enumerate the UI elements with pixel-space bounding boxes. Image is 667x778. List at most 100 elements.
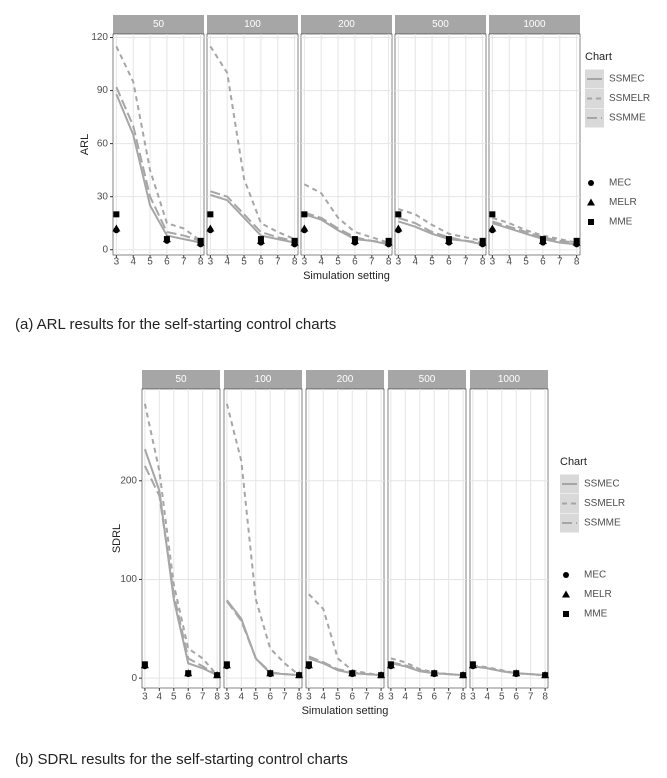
panel bbox=[394, 33, 487, 256]
point bbox=[460, 672, 467, 679]
line bbox=[115, 86, 201, 242]
x-tick-label: 4 bbox=[485, 692, 491, 703]
point bbox=[296, 672, 303, 679]
x-tick-label: 5 bbox=[335, 692, 341, 703]
line bbox=[225, 403, 300, 676]
x-tick-label: 5 bbox=[417, 692, 423, 703]
line bbox=[492, 220, 577, 244]
x-tick-label: 5 bbox=[241, 257, 247, 268]
x-tick-label: 6 bbox=[349, 692, 355, 703]
line bbox=[308, 655, 382, 677]
y-axis-label: SDRL bbox=[111, 524, 123, 553]
line bbox=[143, 465, 218, 677]
legend-label: MELR bbox=[584, 589, 612, 600]
x-tick-label: 8 bbox=[480, 257, 486, 268]
line bbox=[143, 403, 218, 676]
x-tick-label: 4 bbox=[403, 692, 409, 703]
x-tick-label: 4 bbox=[157, 692, 163, 703]
point bbox=[207, 211, 214, 218]
x-tick-label: 7 bbox=[446, 692, 452, 703]
x-tick-label: 4 bbox=[130, 257, 136, 268]
x-tick-label: 4 bbox=[224, 257, 230, 268]
point bbox=[300, 224, 309, 232]
point bbox=[479, 237, 486, 244]
strip-label: 50 bbox=[153, 19, 165, 30]
point bbox=[387, 661, 394, 668]
x-tick-label: 5 bbox=[147, 257, 153, 268]
strip-label: 500 bbox=[419, 374, 436, 385]
x-tick-label: 4 bbox=[412, 257, 418, 268]
x-tick-label: 7 bbox=[275, 257, 281, 268]
x-tick-label: 3 bbox=[302, 257, 308, 268]
legend-label: SSMME bbox=[584, 518, 621, 529]
x-tick-label: 4 bbox=[321, 692, 327, 703]
line bbox=[303, 183, 389, 244]
point bbox=[267, 670, 274, 677]
strip bbox=[395, 15, 486, 34]
line bbox=[398, 208, 483, 242]
line bbox=[492, 216, 577, 244]
x-tick-label: 6 bbox=[352, 257, 358, 268]
x-tick-label: 7 bbox=[364, 692, 370, 703]
line bbox=[308, 593, 382, 677]
x-tick-label: 8 bbox=[542, 692, 548, 703]
x-tick-label: 7 bbox=[369, 257, 375, 268]
x-tick-label: 3 bbox=[306, 692, 312, 703]
line bbox=[390, 661, 464, 677]
strip bbox=[113, 15, 204, 34]
legend-label: MELR bbox=[609, 197, 637, 208]
x-tick-label: 6 bbox=[540, 257, 546, 268]
x-tick-label: 3 bbox=[388, 692, 394, 703]
x-tick-label: 7 bbox=[181, 257, 187, 268]
x-tick-label: 7 bbox=[528, 692, 534, 703]
point bbox=[305, 661, 312, 668]
y-tick-label: 0 bbox=[102, 244, 108, 255]
x-tick-label: 8 bbox=[574, 257, 580, 268]
y-tick-label: 120 bbox=[91, 32, 108, 43]
point bbox=[513, 670, 520, 677]
point bbox=[573, 237, 580, 244]
x-tick-label: 8 bbox=[386, 257, 392, 268]
panel bbox=[223, 388, 303, 689]
legend-label: SSMELR bbox=[609, 93, 650, 104]
line bbox=[492, 222, 577, 246]
point bbox=[223, 661, 230, 668]
point bbox=[542, 672, 549, 679]
point bbox=[214, 672, 221, 679]
y-tick-label: 0 bbox=[131, 673, 137, 684]
point bbox=[378, 672, 385, 679]
strip-label: 1000 bbox=[523, 19, 546, 30]
line bbox=[210, 193, 295, 244]
x-tick-label: 5 bbox=[429, 257, 435, 268]
x-tick-label: 8 bbox=[292, 257, 298, 268]
x-tick-label: 6 bbox=[185, 692, 191, 703]
line bbox=[143, 448, 218, 677]
x-tick-label: 4 bbox=[239, 692, 245, 703]
strip bbox=[142, 370, 220, 389]
x-tick-label: 3 bbox=[224, 692, 230, 703]
point bbox=[489, 211, 496, 218]
legend-label: SSMELR bbox=[584, 498, 625, 509]
x-tick-label: 3 bbox=[208, 257, 214, 268]
legend-point bbox=[588, 219, 594, 225]
panel bbox=[141, 388, 221, 689]
strip bbox=[306, 370, 384, 389]
panel bbox=[469, 388, 549, 689]
x-tick-label: 8 bbox=[214, 692, 220, 703]
point bbox=[257, 236, 264, 243]
strip-label: 500 bbox=[432, 19, 449, 30]
x-tick-label: 3 bbox=[470, 692, 476, 703]
strip-label: 200 bbox=[337, 374, 354, 385]
y-tick-label: 60 bbox=[97, 138, 109, 149]
line bbox=[115, 45, 202, 242]
legend-label: MEC bbox=[609, 178, 631, 189]
point bbox=[301, 211, 308, 218]
legend-label: MME bbox=[584, 609, 608, 620]
x-tick-label: 6 bbox=[164, 257, 170, 268]
y-tick-label: 30 bbox=[97, 191, 109, 202]
panel bbox=[206, 33, 299, 256]
x-tick-label: 6 bbox=[431, 692, 437, 703]
x-tick-label: 5 bbox=[499, 692, 505, 703]
legend-point bbox=[587, 198, 595, 206]
